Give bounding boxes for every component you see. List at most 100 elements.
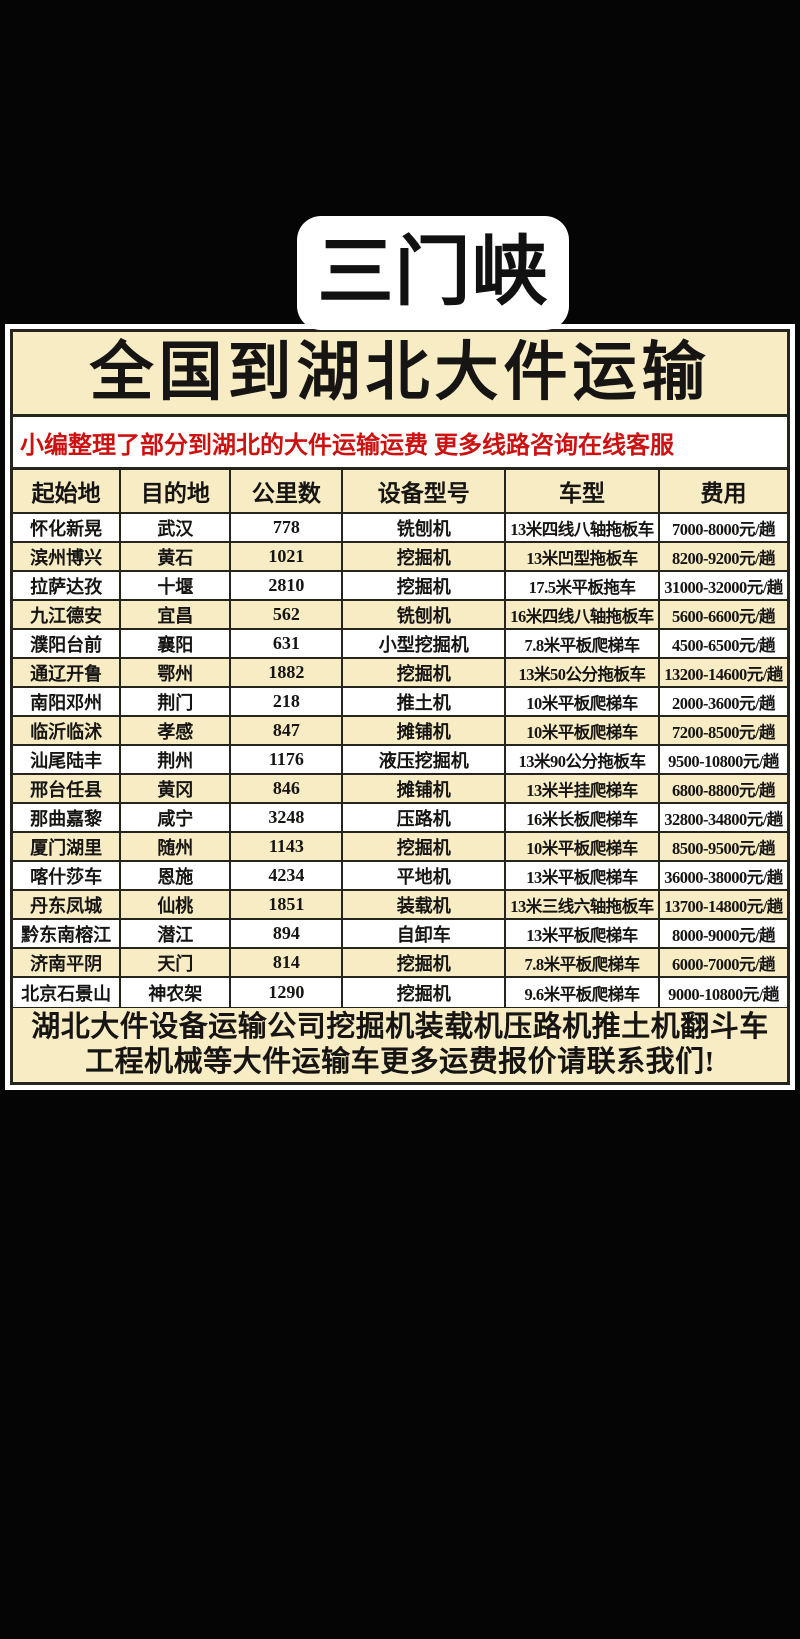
- cell-equipment: 压路机: [343, 804, 507, 831]
- table-row: 通辽开鲁 鄂州 1882 挖掘机 13米50公分拖板车 13200-14600元…: [13, 659, 787, 688]
- cell-destination: 襄阳: [121, 630, 232, 657]
- table-row: 喀什莎车 恩施 4234 平地机 13米平板爬梯车 36000-38000元/趟: [13, 862, 787, 891]
- cell-distance: 847: [231, 717, 344, 744]
- cell-equipment: 铣刨机: [343, 601, 507, 628]
- table-row: 南阳邓州 荆门 218 推土机 10米平板爬梯车 2000-3600元/趟: [13, 688, 787, 717]
- header-origin: 起始地: [13, 470, 122, 512]
- city-badge-label: 三门峡: [317, 230, 549, 315]
- table-row: 厦门湖里 随州 1143 挖掘机 10米平板爬梯车 8500-9500元/趟: [13, 833, 787, 862]
- cell-distance: 562: [231, 601, 344, 628]
- header-vehicle: 车型: [506, 470, 661, 512]
- table-row: 拉萨达孜 十堰 2810 挖掘机 17.5米平板拖车 31000-32000元/…: [13, 572, 787, 601]
- cell-distance: 894: [231, 920, 344, 947]
- cell-equipment: 摊铺机: [343, 717, 507, 744]
- cell-distance: 1882: [231, 659, 344, 686]
- page-title: 全国到湖北大件运输: [89, 337, 711, 408]
- header-equipment: 设备型号: [343, 470, 507, 512]
- cell-origin: 济南平阴: [13, 949, 122, 976]
- city-badge: 三门峡: [297, 216, 569, 330]
- cell-fee: 6000-7000元/趟: [671, 954, 776, 974]
- table-row: 九江德安 宜昌 562 铣刨机 16米四线八轴拖板车 5600-6600元/趟: [13, 601, 787, 630]
- table-row: 滨州博兴 黄石 1021 挖掘机 13米凹型拖板车 8200-9200元/趟: [13, 543, 787, 572]
- cell-fee: 8200-9200元/趟: [671, 548, 776, 568]
- cell-origin: 南阳邓州: [13, 688, 122, 715]
- cell-vehicle: 16米长板爬梯车: [506, 804, 661, 831]
- table-row: 北京石景山 神农架 1290 挖掘机 9.6米平板爬梯车 9000-10800元…: [13, 978, 787, 1007]
- header-fee: 费用: [700, 481, 747, 506]
- cell-vehicle: 17.5米平板拖车: [506, 572, 661, 599]
- cell-distance: 1021: [231, 543, 344, 570]
- cell-fee: 9000-10800元/趟: [668, 984, 779, 1004]
- cell-destination: 仙桃: [121, 891, 232, 918]
- cell-vehicle: 7.8米平板爬梯车: [506, 630, 661, 657]
- cell-origin: 九江德安: [13, 601, 122, 628]
- cell-vehicle: 7.8米平板爬梯车: [506, 949, 661, 976]
- table-row: 怀化新晃 武汉 778 铣刨机 13米四线八轴拖板车 7000-8000元/趟: [13, 514, 787, 543]
- cell-origin: 怀化新晃: [13, 514, 122, 541]
- cell-destination: 恩施: [121, 862, 232, 889]
- cell-vehicle: 16米四线八轴拖板车: [506, 601, 661, 628]
- cell-origin: 通辽开鲁: [13, 659, 122, 686]
- cell-distance: 778: [231, 514, 344, 541]
- cell-equipment: 自卸车: [343, 920, 507, 947]
- cell-equipment: 平地机: [343, 862, 507, 889]
- cell-fee: 31000-32000元/趟: [664, 577, 783, 597]
- cell-origin: 北京石景山: [13, 978, 122, 1007]
- cell-fee: 8500-9500元/趟: [671, 838, 776, 858]
- cell-equipment: 挖掘机: [343, 659, 507, 686]
- cell-fee: 5600-6600元/趟: [671, 606, 776, 626]
- footer-line-2: 工程机械等大件运输车更多运费报价请联系我们!: [85, 1046, 715, 1078]
- cell-destination: 孝感: [121, 717, 232, 744]
- cell-fee: 6800-8800元/趟: [671, 780, 776, 800]
- table-header-row: 起始地 目的地 公里数 设备型号 车型 费用: [13, 470, 787, 514]
- cell-distance: 1176: [231, 746, 344, 773]
- cell-vehicle: 10米平板爬梯车: [506, 688, 661, 715]
- cell-destination: 随州: [121, 833, 232, 860]
- cell-origin: 厦门湖里: [13, 833, 122, 860]
- table-row: 黔东南榕江 潜江 894 自卸车 13米平板爬梯车 8000-9000元/趟: [13, 920, 787, 949]
- cell-destination: 咸宁: [121, 804, 232, 831]
- table-body: 怀化新晃 武汉 778 铣刨机 13米四线八轴拖板车 7000-8000元/趟 …: [13, 514, 787, 1007]
- cell-distance: 218: [231, 688, 344, 715]
- cell-destination: 荆门: [121, 688, 232, 715]
- cell-vehicle: 13米半挂爬梯车: [506, 775, 661, 802]
- cell-equipment: 推土机: [343, 688, 507, 715]
- title-band: 全国到湖北大件运输: [13, 332, 787, 417]
- cell-fee: 32800-34800元/趟: [664, 809, 783, 829]
- cell-equipment: 装载机: [343, 891, 507, 918]
- cell-fee: 36000-38000元/趟: [664, 867, 783, 887]
- cell-distance: 814: [231, 949, 344, 976]
- cell-vehicle: 10米平板爬梯车: [506, 833, 661, 860]
- table-row: 那曲嘉黎 咸宁 3248 压路机 16米长板爬梯车 32800-34800元/趟: [13, 804, 787, 833]
- header-distance: 公里数: [231, 470, 344, 512]
- subtitle-text: 小编整理了部分到湖北的大件运输运费 更多线路咨询在线客服: [20, 432, 674, 459]
- cell-destination: 武汉: [121, 514, 232, 541]
- footer-band: 湖北大件设备运输公司挖掘机装载机压路机推土机翻斗车 工程机械等大件运输车更多运费…: [13, 1007, 787, 1082]
- cell-destination: 黄石: [121, 543, 232, 570]
- cell-fee: 4500-6500元/趟: [671, 635, 776, 655]
- cell-vehicle: 13米50公分拖板车: [506, 659, 661, 686]
- subtitle-band: 小编整理了部分到湖北的大件运输运费 更多线路咨询在线客服: [13, 417, 787, 470]
- cell-origin: 滨州博兴: [13, 543, 122, 570]
- cell-distance: 846: [231, 775, 344, 802]
- cell-origin: 濮阳台前: [13, 630, 122, 657]
- cell-equipment: 挖掘机: [343, 978, 507, 1007]
- cell-vehicle: 13米平板爬梯车: [506, 862, 661, 889]
- cell-distance: 1143: [231, 833, 344, 860]
- cell-fee: 13700-14800元/趟: [664, 896, 783, 916]
- cell-origin: 汕尾陆丰: [13, 746, 122, 773]
- table-row: 临沂临沭 孝感 847 摊铺机 10米平板爬梯车 7200-8500元/趟: [13, 717, 787, 746]
- cell-vehicle: 13米四线八轴拖板车: [506, 514, 661, 541]
- cell-equipment: 小型挖掘机: [343, 630, 507, 657]
- cell-fee: 9500-10800元/趟: [668, 751, 779, 771]
- cell-vehicle: 13米90公分拖板车: [506, 746, 661, 773]
- cell-equipment: 挖掘机: [343, 949, 507, 976]
- cell-distance: 631: [231, 630, 344, 657]
- cell-origin: 那曲嘉黎: [13, 804, 122, 831]
- cell-distance: 1851: [231, 891, 344, 918]
- table-row: 丹东凤城 仙桃 1851 装载机 13米三线六轴拖板车 13700-14800元…: [13, 891, 787, 920]
- cell-destination: 天门: [121, 949, 232, 976]
- cell-equipment: 摊铺机: [343, 775, 507, 802]
- cell-destination: 潜江: [121, 920, 232, 947]
- cell-origin: 黔东南榕江: [13, 920, 122, 947]
